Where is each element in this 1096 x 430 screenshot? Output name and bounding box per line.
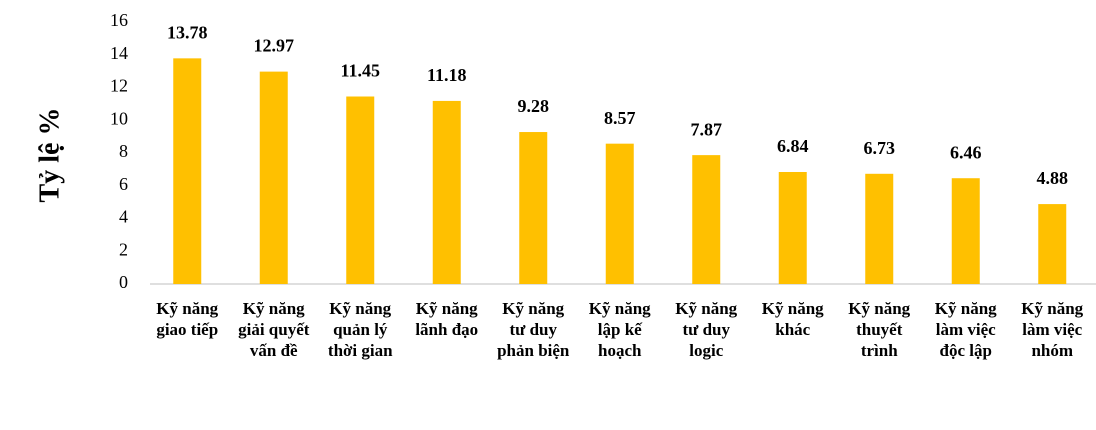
x-tick-label: Kỹ năng quản lý thời gian: [327, 299, 393, 360]
x-tick-label: Kỹ năng làm việc nhóm: [1021, 299, 1084, 360]
data-label: 11.45: [340, 61, 380, 81]
y-tick-label: 2: [119, 239, 128, 259]
data-label: 6.73: [864, 138, 896, 158]
bar: [173, 58, 202, 284]
bar: [778, 171, 807, 284]
x-tick-label: Kỹ năng làm việc độc lập: [934, 299, 997, 360]
y-tick-label: 6: [119, 174, 128, 194]
y-tick-label: 14: [110, 43, 128, 63]
bar: [951, 178, 980, 284]
x-tick-label: Kỹ năng tư duy phản biện: [497, 299, 570, 360]
y-tick-label: 0: [119, 272, 128, 292]
bar: [346, 96, 375, 284]
x-tick-label: Kỹ năng lãnh đạo: [415, 299, 479, 339]
y-tick-label: 12: [110, 76, 128, 96]
bar: [865, 173, 894, 284]
y-axis-title: Tỷ lệ %: [34, 108, 65, 203]
y-tick-label: 8: [119, 141, 128, 161]
bar: [692, 155, 721, 284]
x-tick-label: Kỹ năng giải quyết vấn đề: [238, 299, 310, 360]
x-tick-label: Kỹ năng thuyết trình: [848, 299, 911, 360]
data-label: 12.97: [254, 36, 295, 56]
y-tick-label: 16: [110, 10, 128, 30]
x-tick-label: Kỹ năng khác: [761, 299, 824, 339]
data-label: 6.46: [950, 142, 982, 162]
data-label: 4.88: [1037, 168, 1069, 188]
data-label: 6.84: [777, 136, 809, 156]
bar: [259, 71, 288, 285]
data-label: 11.18: [427, 65, 467, 85]
bar: [432, 100, 461, 285]
data-label: 13.78: [167, 22, 208, 42]
x-tick-label: Kỹ năng tư duy logic: [675, 299, 738, 360]
data-label: 8.57: [604, 108, 636, 128]
x-tick-label: Kỹ năng giao tiếp: [156, 299, 219, 339]
data-label: 7.87: [691, 119, 723, 139]
bar: [519, 132, 548, 284]
bar: [1038, 204, 1067, 284]
bar: [605, 143, 634, 284]
data-label: 9.28: [518, 96, 550, 116]
y-tick-label: 10: [110, 108, 128, 128]
y-tick-label: 4: [119, 207, 128, 227]
x-tick-label: Kỹ năng lập kế hoạch: [588, 299, 651, 360]
